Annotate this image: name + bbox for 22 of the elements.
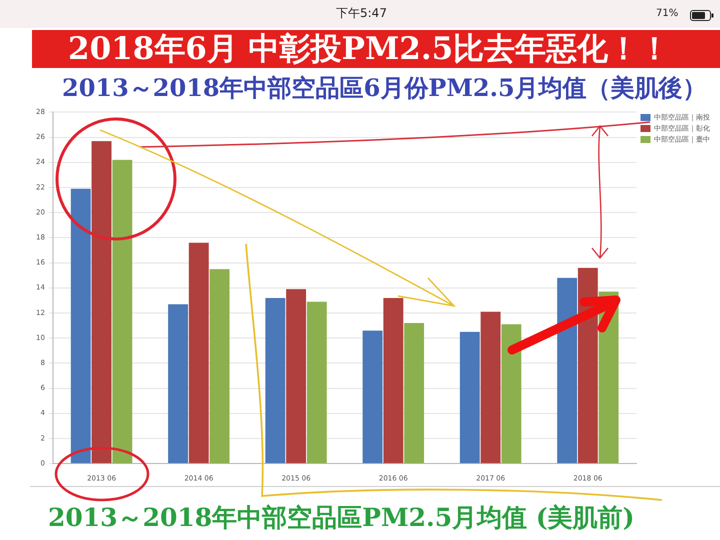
bar: [480, 312, 501, 464]
bar: [557, 278, 578, 464]
bar: [362, 330, 383, 464]
bar: [112, 160, 132, 464]
bar: [501, 324, 522, 464]
bar: [306, 302, 327, 464]
chart-subtitle: 2013～2018年中部空品區6月份PM2.5月均值（美肌後）: [62, 72, 707, 104]
text: 71%: [656, 7, 678, 21]
bar: [92, 141, 112, 464]
bar: [383, 298, 404, 464]
bar: [210, 269, 230, 464]
bar: [188, 242, 209, 464]
bar: [404, 323, 424, 464]
text: 下午5:47: [336, 5, 387, 21]
chart-title: 2018年6月 中彰投PM2.5比去年惡化！！: [32, 30, 720, 68]
bar: [460, 332, 480, 464]
text: 2013～2018年中部空品區PM2.5月均值 (美肌前): [48, 503, 634, 533]
bar: [265, 298, 286, 464]
bar: [286, 289, 306, 464]
bar: [70, 188, 91, 464]
bar: [168, 304, 188, 464]
bar: [578, 268, 598, 464]
